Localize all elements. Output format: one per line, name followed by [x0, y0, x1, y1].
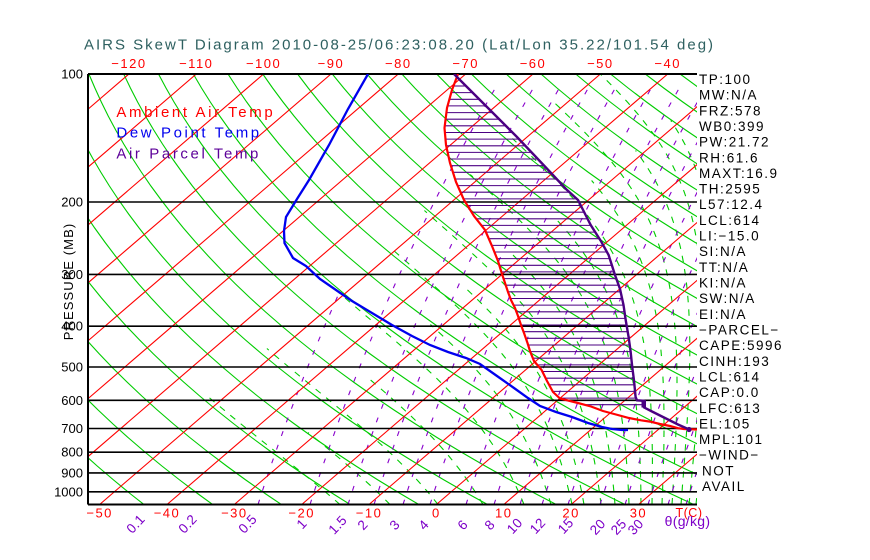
svg-text:AVAIL: AVAIL: [702, 479, 746, 494]
svg-text:200: 200: [61, 195, 83, 210]
svg-text:−10: −10: [356, 506, 383, 521]
svg-text:700: 700: [61, 421, 83, 436]
svg-text:−40: −40: [654, 56, 681, 71]
svg-text:EL:105: EL:105: [699, 416, 751, 431]
svg-text:−30: −30: [221, 506, 248, 521]
svg-text:TT:N/A: TT:N/A: [699, 260, 749, 275]
svg-text:−40: −40: [154, 506, 181, 521]
svg-text:TH:2595: TH:2595: [699, 182, 761, 197]
svg-text:−20: −20: [288, 506, 315, 521]
svg-text:SI:N/A: SI:N/A: [699, 244, 747, 259]
svg-text:600: 600: [61, 393, 83, 408]
svg-text:EI:N/A: EI:N/A: [699, 307, 747, 322]
svg-text:KI:N/A: KI:N/A: [699, 276, 747, 291]
svg-text:−PARCEL−: −PARCEL−: [699, 322, 780, 337]
svg-text:FRZ:578: FRZ:578: [699, 103, 762, 118]
svg-text:30: 30: [630, 506, 647, 521]
svg-text:500: 500: [61, 360, 83, 375]
svg-text:LFC:613: LFC:613: [699, 401, 761, 416]
svg-text:Dew Point Temp: Dew Point Temp: [116, 125, 261, 142]
svg-text:1000: 1000: [54, 484, 83, 499]
svg-text:MAXT:16.9: MAXT:16.9: [699, 166, 779, 181]
svg-text:LCL:614: LCL:614: [699, 369, 761, 384]
svg-text:−110: −110: [179, 56, 213, 71]
svg-text:PRESSURE (MB): PRESSURE (MB): [61, 223, 76, 341]
svg-text:900: 900: [61, 465, 83, 480]
svg-text:LCL:614: LCL:614: [699, 213, 761, 228]
svg-text:NOT: NOT: [702, 463, 735, 478]
svg-text:TP:100: TP:100: [699, 72, 752, 87]
svg-text:Ambient Air Temp: Ambient Air Temp: [116, 104, 275, 121]
svg-text:400: 400: [61, 319, 83, 334]
svg-text:−120: −120: [111, 56, 146, 71]
svg-text:−50: −50: [587, 56, 614, 71]
svg-text:0: 0: [432, 506, 441, 521]
svg-text:WB0:399: WB0:399: [699, 119, 765, 134]
svg-text:100: 100: [61, 67, 83, 82]
svg-text:−WIND−: −WIND−: [699, 448, 760, 463]
svg-text:800: 800: [61, 445, 83, 460]
svg-text:−100: −100: [246, 56, 281, 71]
svg-text:θ(g/kg): θ(g/kg): [665, 513, 711, 529]
svg-text:CINH:193: CINH:193: [699, 354, 770, 369]
svg-text:−90: −90: [318, 56, 345, 71]
svg-text:−70: −70: [452, 56, 479, 71]
svg-text:PW:21.72: PW:21.72: [699, 135, 770, 150]
svg-text:−80: −80: [385, 56, 412, 71]
svg-text:SW:N/A: SW:N/A: [699, 291, 756, 306]
svg-text:MW:N/A: MW:N/A: [699, 88, 758, 103]
svg-text:L57:12.4: L57:12.4: [699, 197, 764, 212]
svg-text:10: 10: [495, 506, 512, 521]
svg-text:20: 20: [562, 506, 579, 521]
svg-text:−60: −60: [520, 56, 547, 71]
svg-text:−50: −50: [86, 506, 113, 521]
svg-text:LI:−15.0: LI:−15.0: [699, 229, 760, 244]
svg-text:Air Parcel Temp: Air Parcel Temp: [116, 145, 261, 162]
svg-text:300: 300: [61, 267, 83, 282]
svg-text:MPL:101: MPL:101: [699, 432, 764, 447]
svg-text:CAP:0.0: CAP:0.0: [699, 385, 760, 400]
svg-text:CAPE:5996: CAPE:5996: [699, 338, 783, 353]
svg-text:AIRS SkewT Diagram 2010-08-25/: AIRS SkewT Diagram 2010-08-25/06:23:08.2…: [84, 37, 715, 54]
svg-text:RH:61.6: RH:61.6: [699, 150, 759, 165]
svg-text:T(C): T(C): [676, 506, 703, 520]
